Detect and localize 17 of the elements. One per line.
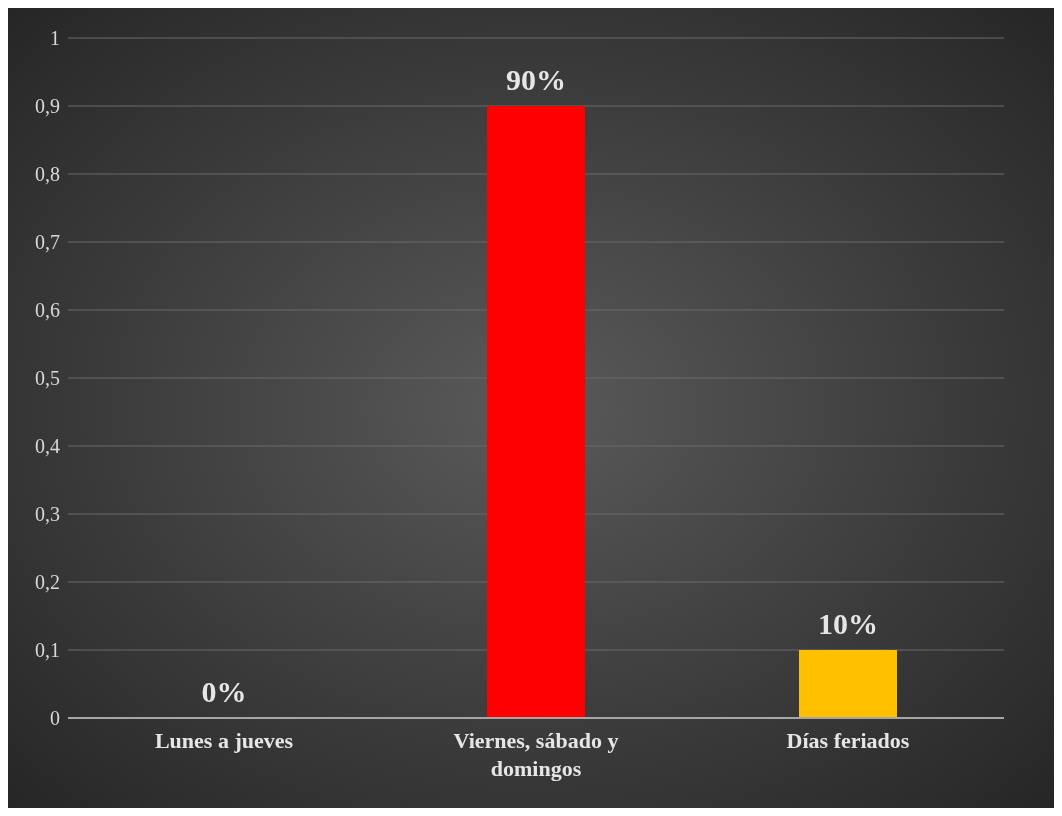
y-tick-label: 0,2 [35, 571, 60, 594]
y-tick-label: 0 [50, 707, 60, 730]
x-tick-label: Días feriados [786, 728, 910, 753]
y-tick-label: 0,6 [35, 299, 60, 322]
y-tick-label: 0,1 [35, 639, 60, 662]
data-label: 90% [506, 63, 566, 96]
data-label: 0% [201, 675, 247, 708]
x-tick-label: Viernes, sábado y domingos [453, 728, 619, 781]
x-tick-label: Lunes a jueves [154, 728, 294, 753]
y-tick-label: 0,5 [35, 367, 60, 390]
y-tick-label: 0,8 [35, 163, 60, 186]
y-tick-label: 1 [50, 27, 60, 50]
data-label: 10% [818, 607, 878, 640]
y-tick-label: 0,9 [35, 95, 60, 118]
y-tick-label: 0,4 [35, 435, 60, 458]
y-tick-label: 0,7 [35, 231, 60, 254]
y-tick-label: 0,3 [35, 503, 60, 526]
